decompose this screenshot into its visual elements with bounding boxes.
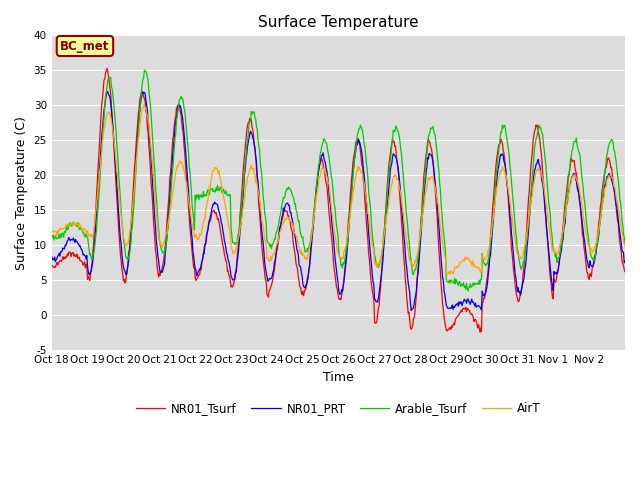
Arable_Tsurf — [399, 161, 406, 167]
NR01_Tsurf — [271, 261, 279, 267]
NR01_Tsurf — [221, 254, 229, 260]
NR01_PRT — [399, 212, 406, 217]
AirT — [444, 272, 451, 277]
AirT — [221, 202, 229, 207]
AirT — [48, 229, 56, 235]
NR01_PRT — [271, 257, 279, 263]
AirT — [399, 205, 406, 211]
Arable_Tsurf — [250, 109, 257, 115]
Y-axis label: Surface Temperature (C): Surface Temperature (C) — [15, 116, 28, 270]
NR01_PRT — [431, 180, 439, 185]
Line: NR01_Tsurf: NR01_Tsurf — [52, 68, 625, 332]
NR01_Tsurf — [621, 269, 629, 275]
NR01_Tsurf — [116, 241, 124, 247]
Arable_Tsurf — [115, 175, 123, 180]
NR01_Tsurf — [431, 177, 438, 183]
NR01_Tsurf — [476, 329, 484, 335]
Arable_Tsurf — [431, 131, 438, 136]
AirT — [621, 244, 629, 250]
Arable_Tsurf — [221, 191, 229, 196]
NR01_PRT — [250, 136, 257, 142]
NR01_Tsurf — [250, 132, 257, 138]
Arable_Tsurf — [48, 233, 56, 239]
Text: BC_met: BC_met — [60, 39, 109, 52]
AirT — [250, 166, 257, 171]
Line: AirT: AirT — [52, 105, 625, 275]
Legend: NR01_Tsurf, NR01_PRT, Arable_Tsurf, AirT: NR01_Tsurf, NR01_PRT, Arable_Tsurf, AirT — [131, 397, 545, 420]
AirT — [115, 189, 123, 194]
NR01_Tsurf — [48, 263, 56, 269]
Line: NR01_PRT: NR01_PRT — [52, 92, 625, 311]
Arable_Tsurf — [141, 67, 148, 73]
AirT — [271, 248, 279, 253]
NR01_PRT — [408, 308, 415, 313]
NR01_PRT — [221, 240, 229, 246]
NR01_Tsurf — [399, 228, 406, 234]
Line: Arable_Tsurf: Arable_Tsurf — [52, 70, 625, 291]
AirT — [141, 102, 148, 108]
Arable_Tsurf — [464, 288, 472, 294]
Arable_Tsurf — [271, 237, 279, 242]
Title: Surface Temperature: Surface Temperature — [258, 15, 419, 30]
NR01_PRT — [621, 258, 629, 264]
NR01_PRT — [116, 227, 124, 232]
NR01_PRT — [104, 89, 111, 95]
X-axis label: Time: Time — [323, 371, 354, 384]
NR01_Tsurf — [103, 65, 111, 71]
AirT — [431, 181, 438, 187]
NR01_PRT — [48, 253, 56, 259]
Arable_Tsurf — [621, 242, 629, 248]
